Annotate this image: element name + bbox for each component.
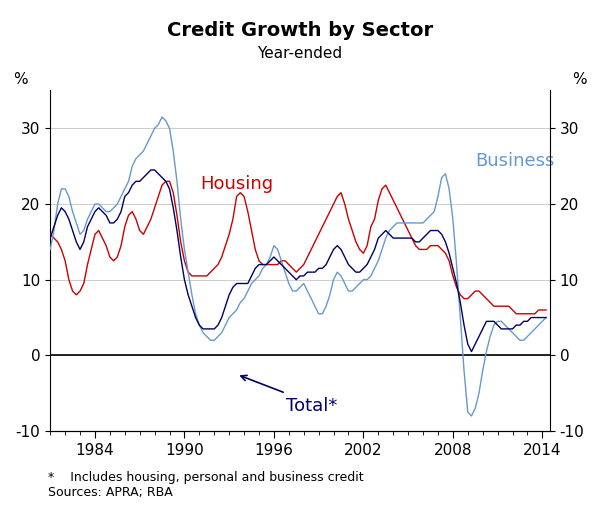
Text: Year-ended: Year-ended (257, 46, 343, 61)
Text: Business: Business (475, 152, 554, 170)
Text: Total*: Total* (286, 397, 337, 415)
Text: Credit Growth by Sector: Credit Growth by Sector (167, 21, 433, 40)
Text: %: % (572, 72, 587, 87)
Text: *    Includes housing, personal and business credit
Sources: APRA; RBA: * Includes housing, personal and busines… (48, 471, 364, 499)
Text: Housing: Housing (200, 175, 273, 193)
Text: %: % (13, 72, 28, 87)
